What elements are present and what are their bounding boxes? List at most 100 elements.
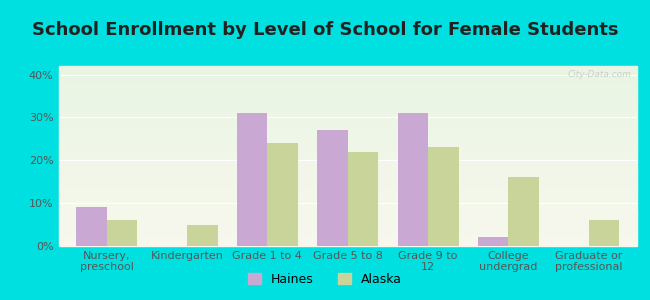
Legend: Haines, Alaska: Haines, Alaska	[243, 268, 407, 291]
Bar	[58, 215, 637, 216]
Bar	[58, 83, 637, 84]
Bar	[58, 167, 637, 168]
Bar	[58, 201, 637, 202]
Bar	[58, 82, 637, 83]
Bar	[76, 207, 107, 246]
Bar	[58, 151, 637, 152]
Bar	[58, 174, 637, 175]
Bar	[58, 118, 637, 119]
Bar	[58, 108, 637, 109]
Bar	[58, 127, 637, 128]
Bar	[58, 99, 637, 100]
Bar	[58, 106, 637, 107]
Bar	[58, 92, 637, 93]
Bar	[58, 87, 637, 88]
Bar	[58, 148, 637, 149]
Bar	[58, 89, 637, 90]
Bar	[58, 134, 637, 135]
Bar	[58, 128, 637, 129]
Bar	[58, 227, 637, 228]
Bar	[58, 169, 637, 170]
Bar	[58, 81, 637, 82]
Bar	[58, 217, 637, 218]
Bar	[107, 220, 137, 246]
Bar	[58, 210, 637, 211]
Bar	[58, 212, 637, 213]
Bar	[58, 116, 637, 117]
Bar	[58, 154, 637, 155]
Bar	[348, 152, 378, 246]
Bar	[58, 133, 637, 134]
Bar	[58, 228, 637, 229]
Bar	[58, 193, 637, 194]
Bar	[58, 196, 637, 197]
Bar	[58, 203, 637, 204]
Bar	[58, 66, 637, 67]
Bar	[58, 115, 637, 116]
Bar	[58, 124, 637, 125]
Bar	[58, 119, 637, 120]
Bar	[58, 187, 637, 188]
Bar	[58, 156, 637, 157]
Bar	[58, 194, 637, 195]
Bar	[58, 225, 637, 226]
Bar	[58, 143, 637, 144]
Bar	[58, 213, 637, 214]
Bar	[58, 72, 637, 73]
Bar	[58, 85, 637, 86]
Bar	[58, 101, 637, 102]
Bar	[58, 147, 637, 148]
Bar	[58, 130, 637, 131]
Bar	[58, 135, 637, 136]
Bar	[58, 149, 637, 150]
Bar	[58, 160, 637, 161]
Bar	[58, 86, 637, 87]
Bar	[58, 152, 637, 153]
Bar	[58, 176, 637, 177]
Bar	[58, 109, 637, 110]
Bar	[58, 177, 637, 178]
Bar	[58, 171, 637, 172]
Bar	[58, 202, 637, 203]
Bar	[58, 137, 637, 138]
Bar	[58, 206, 637, 207]
Bar	[58, 145, 637, 146]
Bar	[58, 98, 637, 99]
Bar	[58, 224, 637, 225]
Bar	[58, 110, 637, 111]
Bar	[58, 218, 637, 219]
Bar	[317, 130, 348, 246]
Bar	[58, 208, 637, 209]
Bar	[58, 140, 637, 141]
Bar	[58, 240, 637, 241]
Bar	[58, 223, 637, 224]
Bar	[58, 204, 637, 205]
Bar	[58, 230, 637, 231]
Bar	[58, 199, 637, 200]
Bar	[58, 105, 637, 106]
Bar	[267, 143, 298, 246]
Bar	[58, 234, 637, 235]
Bar	[58, 67, 637, 68]
Bar	[428, 147, 459, 246]
Bar	[58, 184, 637, 185]
Bar	[58, 232, 637, 233]
Bar	[58, 235, 637, 236]
Bar	[58, 237, 637, 238]
Bar	[58, 185, 637, 186]
Bar	[58, 189, 637, 190]
Bar	[58, 220, 637, 221]
Bar	[58, 245, 637, 246]
Bar	[58, 102, 637, 103]
Bar	[58, 214, 637, 215]
Bar	[58, 231, 637, 232]
Bar	[58, 175, 637, 176]
Bar	[58, 241, 637, 242]
Bar	[58, 186, 637, 187]
Bar	[478, 237, 508, 246]
Bar	[58, 90, 637, 91]
Bar	[58, 183, 637, 184]
Bar	[58, 219, 637, 220]
Bar	[58, 157, 637, 158]
Bar	[58, 182, 637, 183]
